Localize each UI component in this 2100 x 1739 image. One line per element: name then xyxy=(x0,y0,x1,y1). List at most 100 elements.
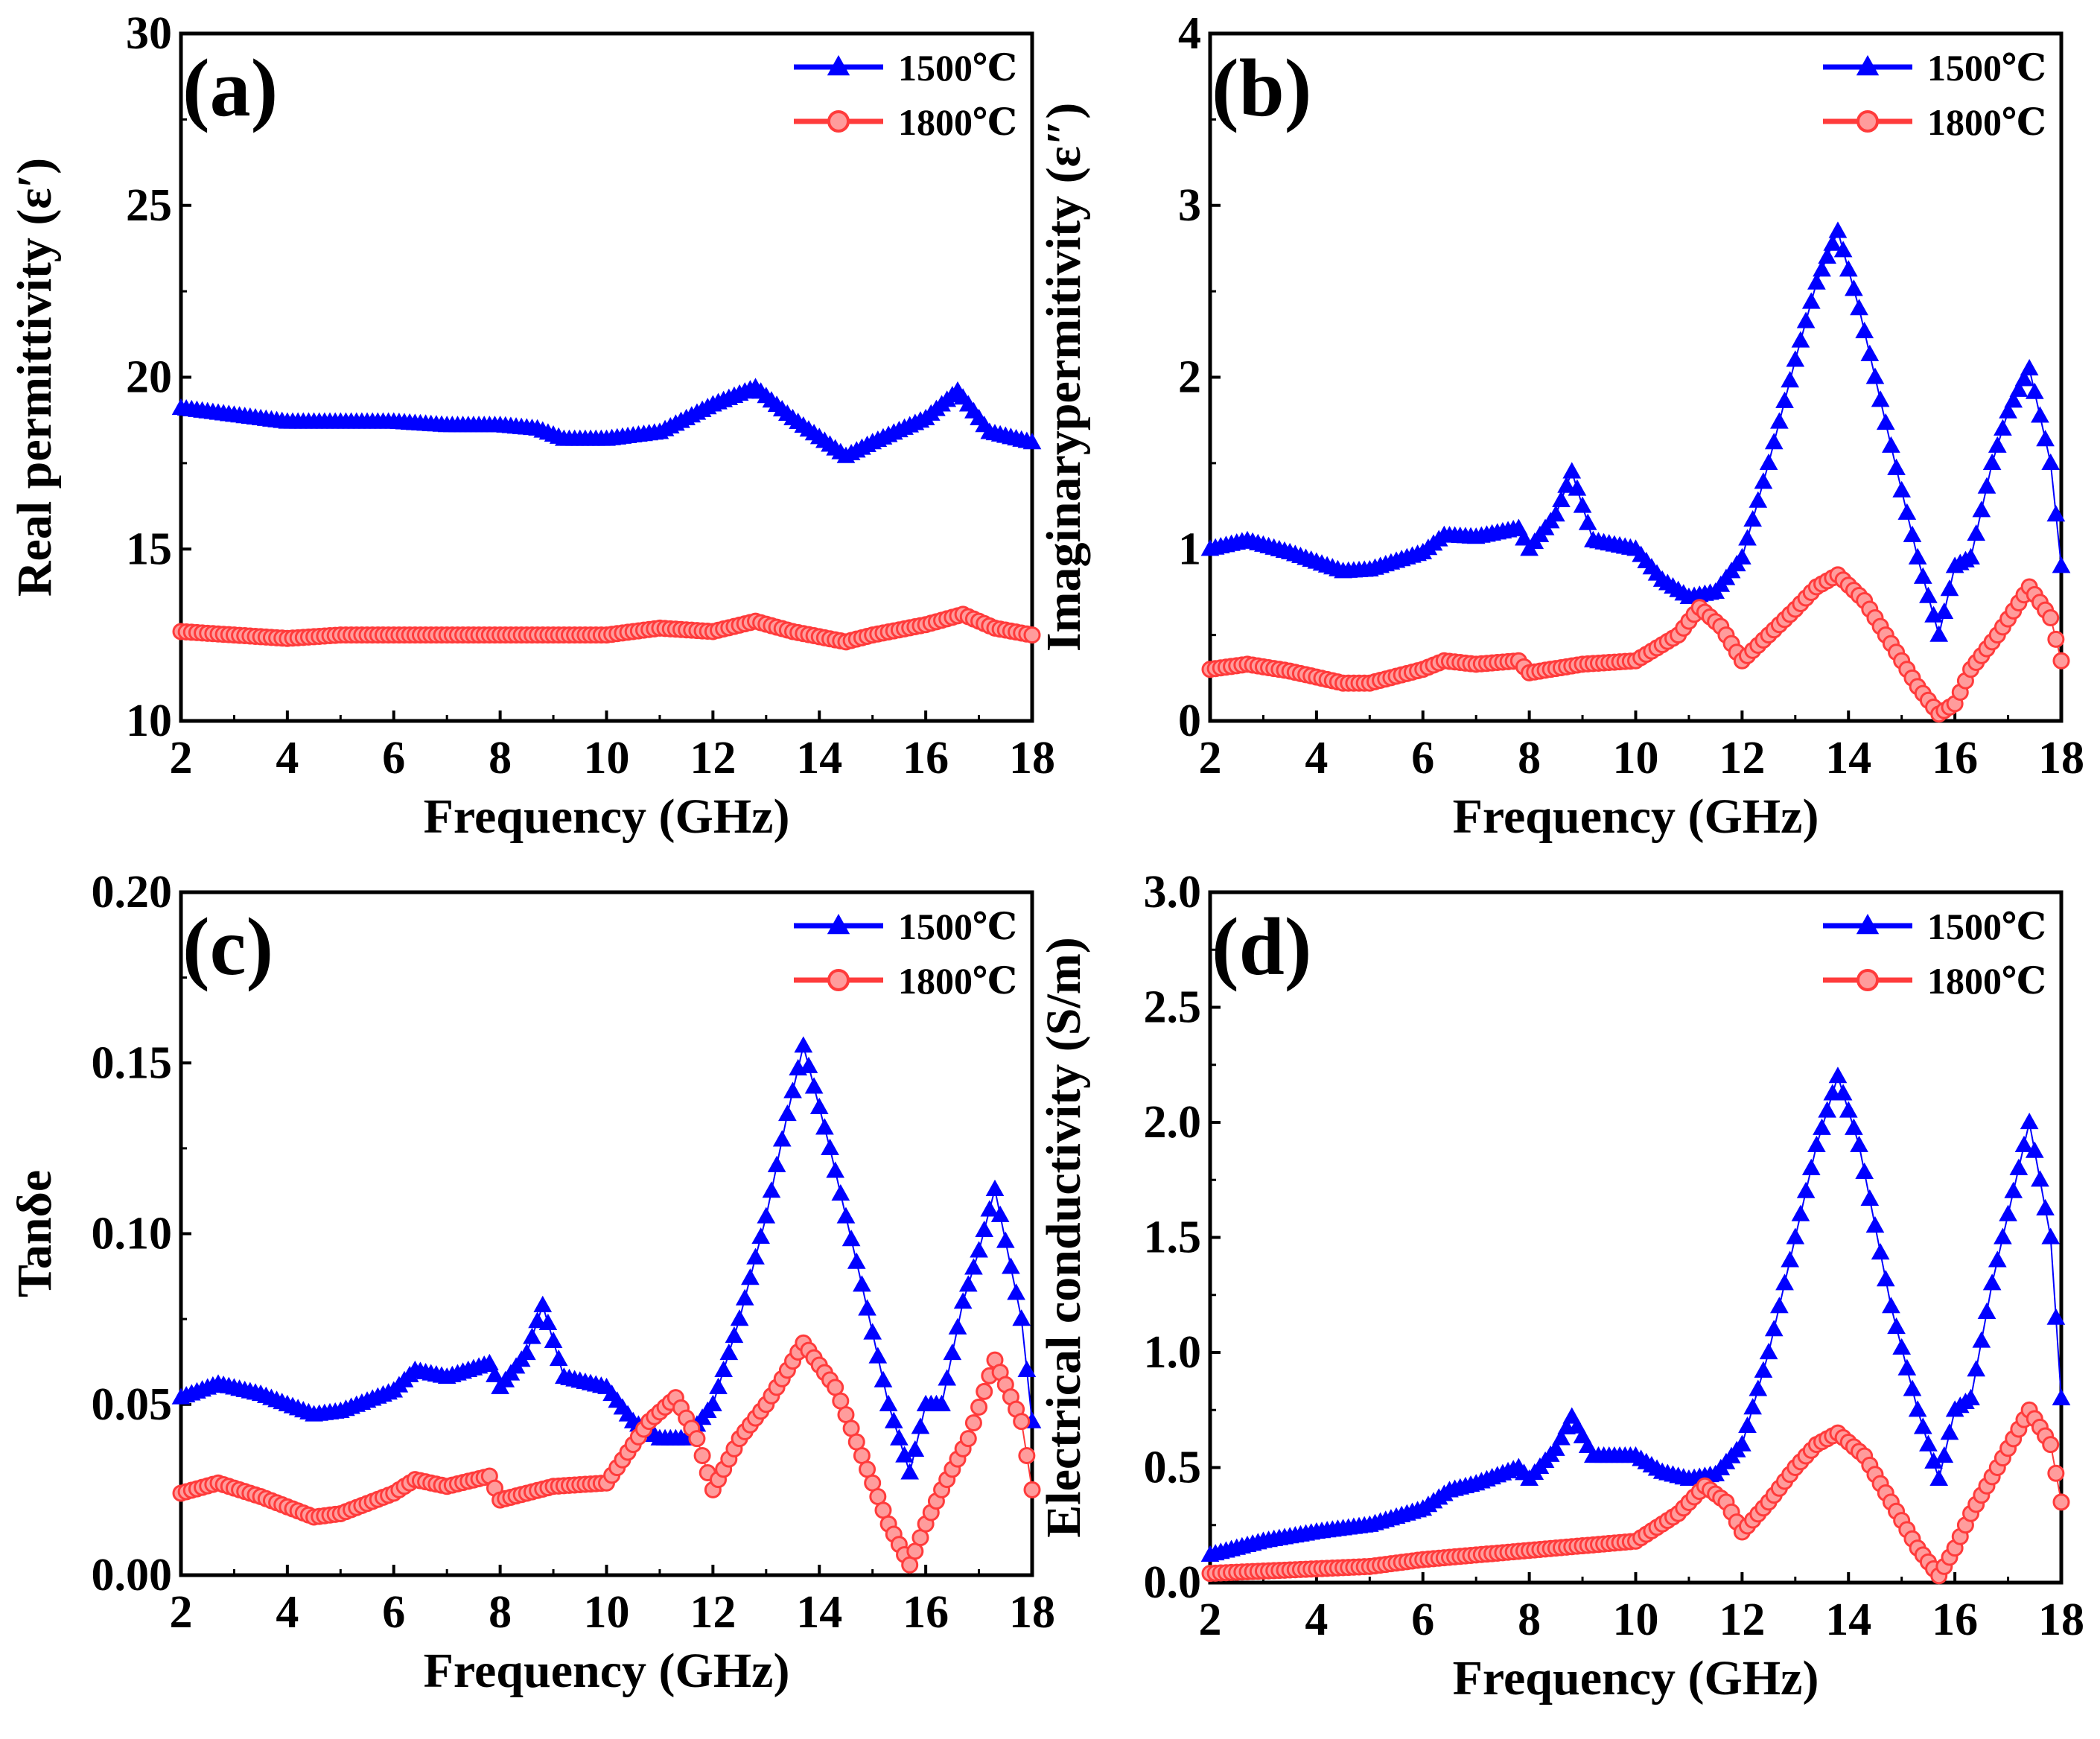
legend-marker xyxy=(1856,55,1880,76)
data-point xyxy=(2047,630,2065,648)
legend-label: 1800℃ xyxy=(1927,960,2046,1002)
x-tick-label: 14 xyxy=(1825,733,1871,783)
data-point xyxy=(1871,1243,1890,1260)
data-point xyxy=(2042,1436,2060,1454)
x-tick-label: 14 xyxy=(796,733,842,783)
y-tick-label: 3.0 xyxy=(1144,867,1202,918)
legend: 1500℃ 1800℃ xyxy=(794,47,1017,143)
data-point xyxy=(1801,1158,1821,1175)
legend-label: 1800℃ xyxy=(898,960,1017,1002)
data-point xyxy=(1961,547,1980,565)
y-tick-label: 1 xyxy=(1178,524,1201,574)
data-point xyxy=(970,1241,988,1258)
data-point xyxy=(714,1360,734,1377)
data-point xyxy=(757,1207,776,1224)
data-point xyxy=(996,1231,1015,1248)
data-point xyxy=(1908,547,1927,565)
data-point xyxy=(874,1370,893,1387)
data-point xyxy=(1013,1413,1031,1431)
data-point xyxy=(1882,436,1900,453)
data-point xyxy=(1994,419,2012,436)
y-tick-label: 1.0 xyxy=(1144,1327,1202,1378)
legend: 1500℃ 1800℃ xyxy=(1823,906,2046,1002)
y-axis-title: Real permittivity (ε′) xyxy=(7,158,62,597)
series-1500 xyxy=(1200,221,2071,642)
x-tick-label: 8 xyxy=(1518,733,1541,783)
data-point xyxy=(2031,1170,2049,1187)
data-point xyxy=(1961,1388,1980,1405)
data-point xyxy=(1929,1469,1949,1487)
x-tick-label: 12 xyxy=(690,733,736,783)
y-tick-label: 30 xyxy=(126,8,172,59)
series-1500 xyxy=(1200,1066,2071,1562)
x-tick-label: 8 xyxy=(489,1587,512,1638)
data-point xyxy=(1733,547,1751,565)
data-point xyxy=(826,1161,845,1178)
series-1800 xyxy=(172,1334,1041,1574)
x-axis-title: Frequency (GHz) xyxy=(1453,789,1819,844)
data-point xyxy=(1865,1216,1885,1233)
y-axis-title: Electrical conductivity (S/m) xyxy=(1037,937,1091,1538)
data-point xyxy=(1546,505,1565,522)
data-point xyxy=(2042,609,2060,627)
legend-marker xyxy=(827,969,850,991)
data-point xyxy=(1754,1361,1773,1378)
data-point xyxy=(1833,241,1853,258)
data-point xyxy=(1557,476,1576,493)
data-point xyxy=(2046,505,2066,522)
data-point xyxy=(1876,1270,1895,1287)
data-point xyxy=(1568,479,1587,496)
data-point xyxy=(1845,279,1863,296)
data-point xyxy=(1994,1227,2012,1244)
series-1500 xyxy=(171,378,1042,463)
data-point xyxy=(821,1138,839,1155)
data-point xyxy=(1807,273,1826,290)
data-point xyxy=(1738,529,1757,546)
data-point xyxy=(1833,1084,1853,1101)
x-tick-label: 2 xyxy=(1199,1595,1222,1645)
x-tick-label: 16 xyxy=(903,733,949,783)
y-tick-label: 0.20 xyxy=(92,867,173,918)
data-point xyxy=(1791,1204,1810,1221)
data-point xyxy=(480,1353,499,1370)
x-tick-label: 18 xyxy=(1009,1587,1055,1638)
legend-marker xyxy=(1856,914,1880,935)
x-tick-label: 6 xyxy=(1411,1595,1434,1645)
data-point xyxy=(906,1440,925,1457)
data-point xyxy=(1919,586,1938,603)
data-point xyxy=(1913,567,1932,584)
panel-label: (a) xyxy=(182,42,278,133)
data-point xyxy=(1940,579,1959,597)
data-point xyxy=(1935,1446,1954,1463)
data-point xyxy=(884,1411,903,1428)
data-point xyxy=(1813,1118,1831,1135)
x-tick-label: 18 xyxy=(2038,1595,2084,1645)
x-tick-label: 8 xyxy=(1518,1595,1541,1645)
legend-marker xyxy=(1856,969,1879,991)
data-point xyxy=(1865,367,1885,384)
x-tick-label: 12 xyxy=(1719,733,1765,783)
data-point xyxy=(762,1181,781,1198)
data-point xyxy=(1988,436,2007,453)
data-point xyxy=(1977,477,1996,494)
data-point xyxy=(1913,1417,1932,1434)
data-point xyxy=(1892,480,1912,497)
data-point xyxy=(1781,1250,1800,1268)
data-point xyxy=(517,1343,536,1361)
data-point xyxy=(1972,1331,1991,1348)
y-axis-title: Imaginarypermitivity (ε″) xyxy=(1037,103,1091,652)
data-point xyxy=(1860,344,1880,361)
y-tick-label: 2.5 xyxy=(1144,982,1202,1033)
data-point xyxy=(964,1258,983,1275)
x-tick-label: 14 xyxy=(1825,1595,1871,1645)
x-tick-label: 6 xyxy=(1411,733,1434,783)
legend: 1500℃ 1800℃ xyxy=(1823,47,2046,143)
data-point xyxy=(985,1179,1005,1196)
data-point xyxy=(1839,260,1858,277)
data-point xyxy=(2031,406,2049,423)
x-tick-label: 10 xyxy=(1613,1595,1659,1645)
data-point xyxy=(751,1227,771,1244)
data-point xyxy=(1791,331,1810,348)
legend-marker xyxy=(827,914,850,935)
data-point xyxy=(1828,1066,1848,1084)
